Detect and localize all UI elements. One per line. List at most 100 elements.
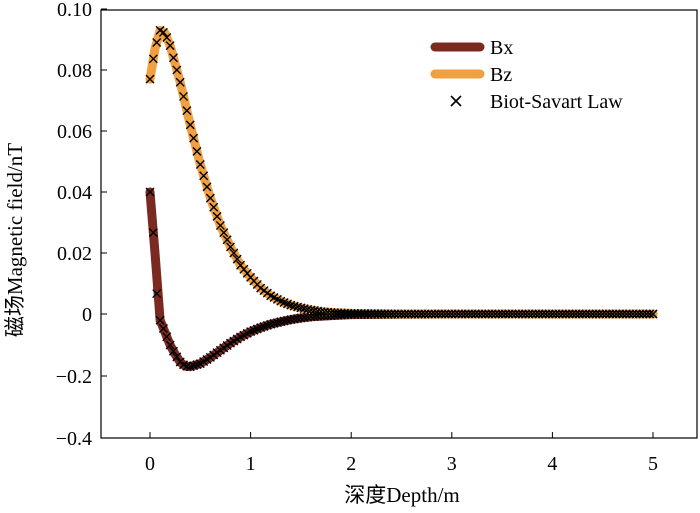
marker-stroke xyxy=(185,120,195,130)
marker-stroke xyxy=(490,309,500,319)
marker-stroke xyxy=(487,309,497,319)
marker-bz xyxy=(460,309,470,319)
marker-stroke xyxy=(447,309,457,319)
marker-bz xyxy=(413,309,423,319)
marker-stroke xyxy=(350,308,360,318)
marker-bz xyxy=(611,309,621,319)
marker-stroke xyxy=(376,309,386,319)
marker-bz xyxy=(521,309,531,319)
marker-stroke xyxy=(296,313,306,323)
marker-bz xyxy=(635,309,645,319)
marker-bx xyxy=(279,316,289,326)
x-tick-label: 3 xyxy=(447,453,457,475)
marker-bz xyxy=(604,309,614,319)
marker-bz xyxy=(618,309,628,319)
y-tick-label: 0.08 xyxy=(57,60,92,82)
marker-bz xyxy=(527,309,537,319)
marker-stroke xyxy=(534,309,544,319)
marker-bz xyxy=(534,309,544,319)
marker-bz xyxy=(400,309,410,319)
marker-stroke xyxy=(286,315,296,325)
marker-stroke xyxy=(276,317,286,327)
marker-stroke xyxy=(537,309,547,319)
marker-bx xyxy=(152,289,162,299)
marker-stroke xyxy=(152,289,162,299)
ticks: 0 1 2 3 4 5 0.10 0.08 0.06 0.04 0.02 0 −0.2 −0.4 xyxy=(56,0,658,475)
marker-bz xyxy=(420,309,430,319)
marker-bz xyxy=(185,120,195,130)
marker-stroke xyxy=(182,361,192,371)
marker-stroke xyxy=(383,309,393,319)
marker-stroke xyxy=(631,309,641,319)
marker-bz xyxy=(172,65,182,75)
marker-bz xyxy=(350,308,360,318)
y-tick-label: 0.06 xyxy=(57,121,92,143)
marker-stroke xyxy=(507,309,517,319)
marker-stroke xyxy=(209,202,219,212)
series-bx-line xyxy=(145,187,658,372)
marker-stroke xyxy=(179,91,189,101)
marker-bz xyxy=(168,53,178,63)
marker-stroke xyxy=(343,308,353,318)
marker-stroke xyxy=(360,309,370,319)
marker-stroke xyxy=(467,309,477,319)
marker-stroke xyxy=(564,309,574,319)
marker-bz xyxy=(467,309,477,319)
marker-stroke xyxy=(477,309,487,319)
marker-bz xyxy=(517,309,527,319)
marker-bz xyxy=(561,309,571,319)
marker-bz xyxy=(299,304,309,314)
marker-bz xyxy=(205,193,215,203)
marker-bx xyxy=(165,340,175,350)
marker-bx xyxy=(272,318,282,328)
marker-stroke xyxy=(179,360,189,370)
legend-label-bx: Bx xyxy=(490,37,513,59)
marker-bz xyxy=(568,309,578,319)
marker-stroke xyxy=(454,309,464,319)
marker-stroke xyxy=(219,228,229,238)
marker-stroke xyxy=(494,309,504,319)
marker-bz xyxy=(511,309,521,319)
plot-frame xyxy=(100,9,698,439)
marker-stroke xyxy=(289,301,299,311)
marker-bz xyxy=(373,309,383,319)
legend-swatch-marker xyxy=(450,95,462,107)
marker-bz xyxy=(504,309,514,319)
marker-bz xyxy=(487,309,497,319)
marker-bz xyxy=(621,309,631,319)
marker-stroke xyxy=(417,309,427,319)
marker-bz xyxy=(477,309,487,319)
marker-stroke xyxy=(353,308,363,318)
marker-stroke xyxy=(155,25,165,35)
marker-bz xyxy=(500,309,510,319)
marker-bz xyxy=(531,309,541,319)
marker-stroke xyxy=(625,309,635,319)
marker-stroke xyxy=(390,309,400,319)
marker-bz xyxy=(427,309,437,319)
marker-bz xyxy=(474,309,484,319)
marker-stroke xyxy=(457,309,467,319)
marker-stroke xyxy=(437,309,447,319)
marker-bz xyxy=(212,211,222,221)
marker-bz xyxy=(360,309,370,319)
marker-stroke xyxy=(282,299,292,309)
marker-stroke xyxy=(266,291,276,301)
marker-bz xyxy=(544,309,554,319)
marker-stroke xyxy=(621,309,631,319)
marker-stroke xyxy=(608,309,618,319)
marker-stroke xyxy=(189,133,199,143)
marker-stroke xyxy=(497,309,507,319)
marker-stroke xyxy=(581,309,591,319)
marker-stroke xyxy=(500,309,510,319)
marker-stroke xyxy=(296,303,306,313)
marker-stroke xyxy=(568,309,578,319)
marker-bz xyxy=(333,308,343,318)
marker-bz xyxy=(524,309,534,319)
marker-stroke xyxy=(547,309,557,319)
marker-stroke xyxy=(400,309,410,319)
marker-stroke xyxy=(293,302,303,312)
marker-stroke xyxy=(514,309,524,319)
marker-bz xyxy=(628,309,638,319)
marker-bz xyxy=(410,309,420,319)
marker-bz xyxy=(584,309,594,319)
